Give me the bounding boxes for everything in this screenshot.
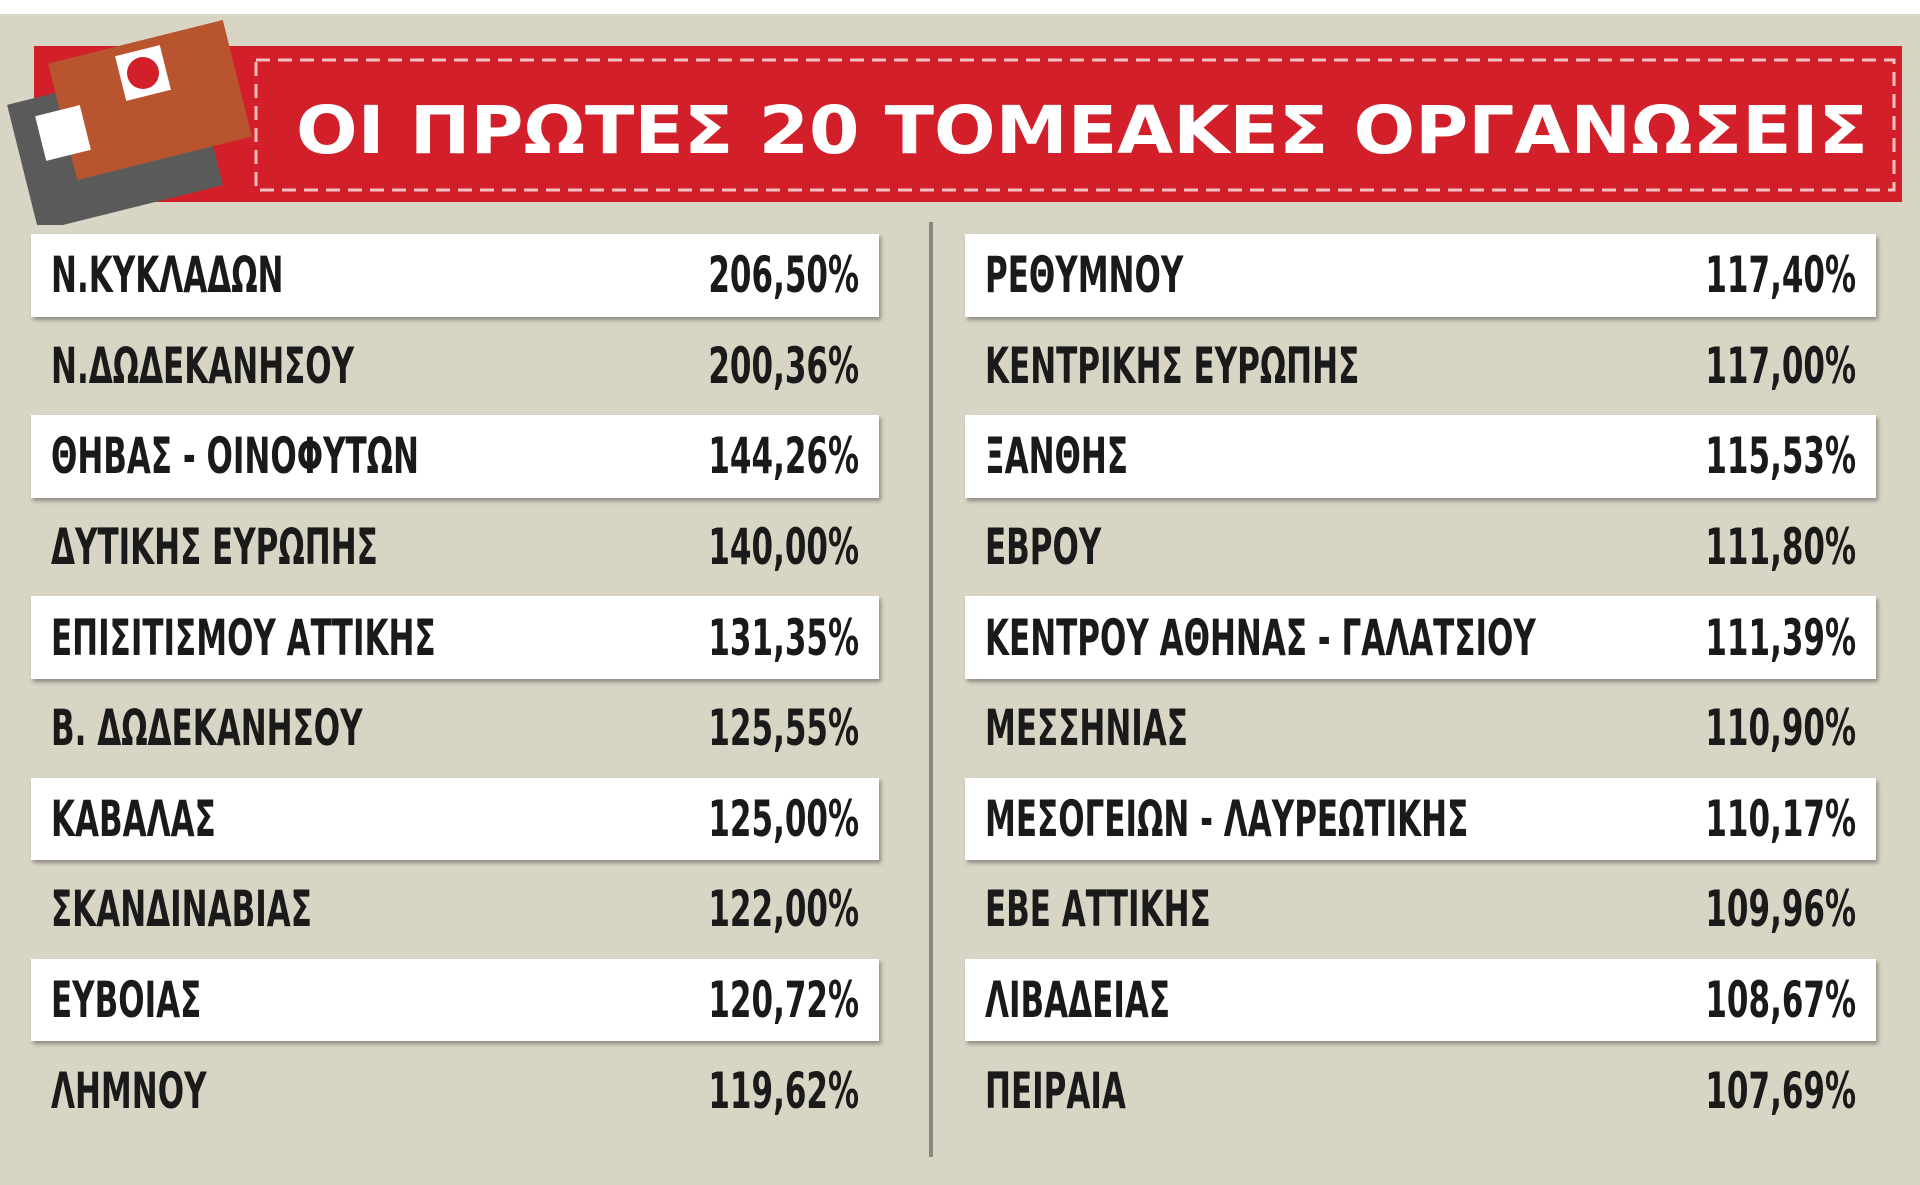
table-row: ΚΑΒΑΛΑΣ 125,00% xyxy=(31,774,879,865)
row-value: 110,17% xyxy=(1705,789,1856,848)
row-label: Β. ΔΩΔΕΚΑΝΗΣΟΥ xyxy=(51,699,363,758)
row-label: ΚΕΝΤΡΟΥ ΑΘΗΝΑΣ - ΓΑΛΑΤΣΙΟΥ xyxy=(985,608,1536,667)
row-background xyxy=(965,415,1876,498)
row-label: ΔΥΤΙΚΗΣ ΕΥΡΩΠΗΣ xyxy=(51,518,378,577)
row-label: ΡΕΘΥΜΝΟΥ xyxy=(985,246,1184,305)
row-label: ΕΒΕ ΑΤΤΙΚΗΣ xyxy=(985,880,1211,939)
row-value: 109,96% xyxy=(1705,880,1856,939)
row-value: 117,00% xyxy=(1705,336,1856,395)
row-label: ΜΕΣΟΓΕΙΩΝ - ΛΑΥΡΕΩΤΙΚΗΣ xyxy=(985,789,1469,848)
table-row: ΚΕΝΤΡΟΥ ΑΘΗΝΑΣ - ΓΑΛΑΤΣΙΟΥ 111,39% xyxy=(965,592,1876,683)
table-row: ΕΠΙΣΙΤΙΣΜΟΥ ΑΤΤΙΚΗΣ 131,35% xyxy=(31,592,879,683)
table-row: ΞΑΝΘΗΣ 115,53% xyxy=(965,411,1876,502)
row-label: ΚΕΝΤΡΙΚΗΣ ΕΥΡΩΠΗΣ xyxy=(985,336,1360,395)
row-label: ΕΥΒΟΙΑΣ xyxy=(51,971,202,1030)
row-value: 108,67% xyxy=(1705,971,1856,1030)
row-label: Ν.ΚΥΚΛΑΔΩΝ xyxy=(51,246,284,305)
table-row: ΕΒΡΟΥ 111,80% xyxy=(965,502,1876,593)
row-value: 122,00% xyxy=(708,880,859,939)
row-background xyxy=(965,958,1876,1042)
table-row: ΠΕΙΡΑΙΑ 107,69% xyxy=(965,1045,1876,1136)
row-value: 111,39% xyxy=(1705,608,1856,667)
row-value: 107,69% xyxy=(1705,1061,1856,1120)
row-label: ΛΗΜΝΟΥ xyxy=(51,1061,207,1120)
row-value: 131,35% xyxy=(708,608,859,667)
row-label: ΜΕΣΣΗΝΙΑΣ xyxy=(985,699,1188,758)
row-value: 144,26% xyxy=(708,427,859,486)
banner-icon xyxy=(7,20,252,225)
table-row: ΛΙΒΑΔΕΙΑΣ 108,67% xyxy=(965,955,1876,1046)
table-column: ΡΕΘΥΜΝΟΥ 117,40% ΚΕΝΤΡΙΚΗΣ ΕΥΡΩΠΗΣ 117,00% Ξ… xyxy=(965,230,1876,1136)
row-background xyxy=(31,415,879,498)
table-row: ΕΥΒΟΙΑΣ 120,72% xyxy=(31,955,879,1046)
row-value: 110,90% xyxy=(1705,699,1856,758)
table-row: ΡΕΘΥΜΝΟΥ 117,40% xyxy=(965,230,1876,321)
top-strip xyxy=(0,0,1920,14)
row-label: ΠΕΙΡΑΙΑ xyxy=(985,1061,1126,1120)
banner-dash xyxy=(254,58,1896,192)
table-row: ΔΥΤΙΚΗΣ ΕΥΡΩΠΗΣ 140,00% xyxy=(31,502,879,593)
row-label: ΚΑΒΑΛΑΣ xyxy=(51,789,216,848)
row-value: 119,62% xyxy=(708,1061,859,1120)
table-row: ΚΕΝΤΡΙΚΗΣ ΕΥΡΩΠΗΣ 117,00% xyxy=(965,321,1876,412)
row-label: ΣΚΑΝΔΙΝΑΒΙΑΣ xyxy=(51,880,312,939)
table-row: ΣΚΑΝΔΙΝΑΒΙΑΣ 122,00% xyxy=(31,864,879,955)
table-column: Ν.ΚΥΚΛΑΔΩΝ 206,50% Ν.ΔΩΔΕΚΑΝΗΣΟΥ 200,36% ΘΗΒ… xyxy=(31,230,879,1136)
table-row: ΕΒΕ ΑΤΤΙΚΗΣ 109,96% xyxy=(965,864,1876,955)
row-label: ΞΑΝΘΗΣ xyxy=(985,427,1128,486)
row-value: 120,72% xyxy=(708,971,859,1030)
row-label: Ν.ΔΩΔΕΚΑΝΗΣΟΥ xyxy=(51,336,355,395)
row-label: ΛΙΒΑΔΕΙΑΣ xyxy=(985,971,1171,1030)
table-row: ΜΕΣΣΗΝΙΑΣ 110,90% xyxy=(965,683,1876,774)
table-row: Ν.ΚΥΚΛΑΔΩΝ 206,50% xyxy=(31,230,879,321)
row-value: 140,00% xyxy=(708,518,859,577)
column-divider xyxy=(929,222,933,1157)
row-background xyxy=(965,777,1876,861)
banner: ΟΙ ΠΡΩΤΕΣ 20 ΤΟΜΕΑΚΕΣ ΟΡΓΑΝΩΣΕΙΣ xyxy=(7,20,1902,225)
table-row: Ν.ΔΩΔΕΚΑΝΗΣΟΥ 200,36% xyxy=(31,321,879,412)
row-label: ΘΗΒΑΣ - ΟΙΝΟΦΥΤΩΝ xyxy=(51,427,419,486)
row-background xyxy=(31,596,879,679)
row-background xyxy=(31,777,879,861)
row-value: 125,00% xyxy=(708,789,859,848)
table-row: ΛΗΜΝΟΥ 119,62% xyxy=(31,1045,879,1136)
table-row: ΘΗΒΑΣ - ΟΙΝΟΦΥΤΩΝ 144,26% xyxy=(31,411,879,502)
table-row: Β. ΔΩΔΕΚΑΝΗΣΟΥ 125,55% xyxy=(31,683,879,774)
row-background xyxy=(965,234,1876,317)
row-background xyxy=(31,234,879,317)
row-value: 206,50% xyxy=(708,246,859,305)
title: ΟΙ ΠΡΩΤΕΣ 20 ΤΟΜΕΑΚΕΣ ΟΡΓΑΝΩΣΕΙΣ xyxy=(296,92,1868,169)
table-row: ΜΕΣΟΓΕΙΩΝ - ΛΑΥΡΕΩΤΙΚΗΣ 110,17% xyxy=(965,774,1876,865)
banner-bg xyxy=(34,46,1902,202)
row-label: ΕΒΡΟΥ xyxy=(985,518,1102,577)
row-background xyxy=(31,958,879,1042)
row-value: 115,53% xyxy=(1705,427,1856,486)
row-value: 125,55% xyxy=(708,699,859,758)
row-value: 200,36% xyxy=(708,336,859,395)
row-value: 111,80% xyxy=(1705,518,1856,577)
row-value: 117,40% xyxy=(1705,246,1856,305)
row-label: ΕΠΙΣΙΤΙΣΜΟΥ ΑΤΤΙΚΗΣ xyxy=(51,608,436,667)
row-background xyxy=(965,596,1876,679)
